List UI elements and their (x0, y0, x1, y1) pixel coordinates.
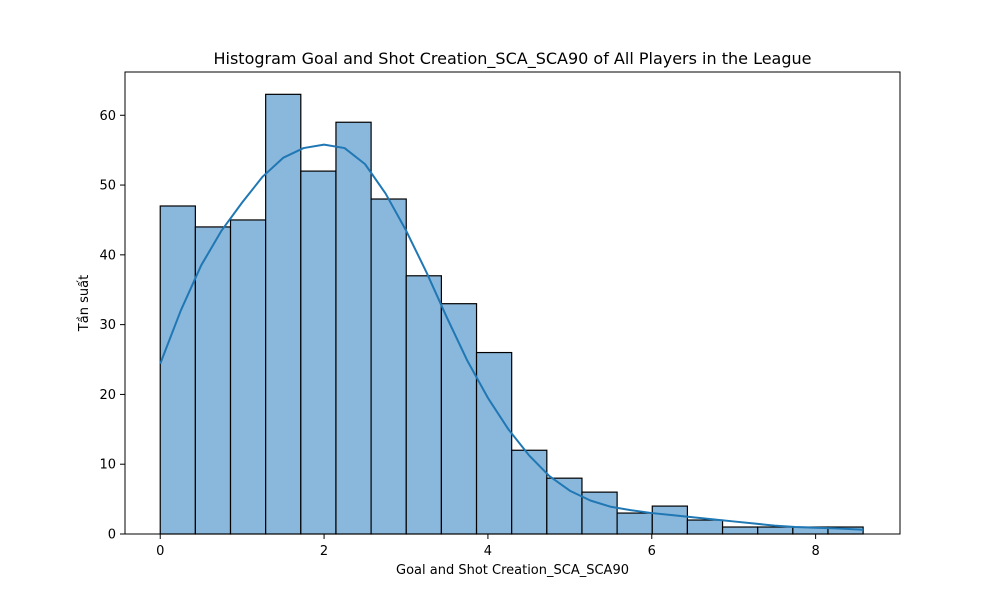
histogram-bar (335, 121, 372, 535)
histogram-bar (370, 198, 407, 535)
y-axis-label: Tần suất (77, 275, 92, 332)
histogram-bar (440, 303, 478, 535)
histogram-bar (159, 205, 196, 535)
histogram-bar (265, 93, 302, 535)
histogram-bar (300, 170, 337, 535)
histogram-bar (616, 512, 653, 535)
y-tick-label: 10 (99, 458, 116, 473)
y-tick-label: 20 (99, 388, 116, 403)
axes-group: 0 2 4 6 8 0 10 20 30 40 50 60 (99, 71, 901, 559)
histogram-bar (651, 505, 689, 535)
x-tick-label: 4 (484, 544, 492, 559)
y-tick-label: 0 (108, 528, 116, 543)
x-axis-label: Goal and Shot Creation_SCA_SCA90 (396, 563, 629, 578)
histogram-bar (686, 519, 724, 535)
chart-title: Histogram Goal and Shot Creation_SCA_SCA… (213, 49, 811, 69)
histogram-bar (405, 275, 442, 535)
y-tick-label: 50 (99, 179, 116, 194)
histogram-bar (229, 219, 267, 535)
histogram-bar (757, 526, 794, 535)
x-tick-label: 2 (320, 544, 328, 559)
histogram-bar (475, 351, 513, 535)
kde-group (159, 143, 864, 531)
y-tick-label: 40 (99, 248, 116, 263)
histogram-bar (194, 226, 232, 535)
bars-group (159, 93, 864, 535)
x-tick-label: 0 (156, 544, 164, 559)
x-tick-label: 8 (811, 544, 819, 559)
y-tick-label: 60 (99, 109, 116, 124)
histogram-bar (511, 449, 548, 535)
histogram-bar (721, 526, 759, 535)
x-tick-label: 6 (648, 544, 656, 559)
y-tick-label: 30 (99, 318, 116, 333)
kde-line (159, 143, 864, 531)
plot-frame (124, 71, 901, 535)
